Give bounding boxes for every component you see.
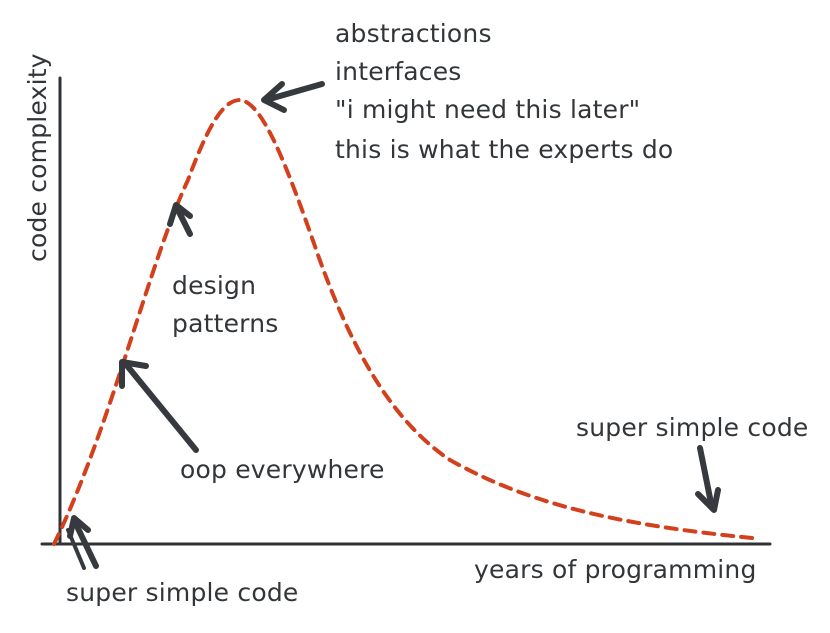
oop-annotation: oop everywhere	[180, 455, 385, 484]
peak-annotation-line-3: "i might need this later"	[335, 95, 640, 124]
oop-arrow-icon	[119, 359, 199, 453]
end-annotation: super simple code	[576, 413, 809, 442]
design-patterns-line-1: design	[172, 271, 256, 300]
design-patterns-arrow-icon	[167, 202, 193, 237]
peak-annotation-line-1: abstractions	[335, 19, 492, 48]
design-patterns-line-2: patterns	[172, 309, 278, 338]
peak-arrow-icon	[261, 81, 325, 113]
end-arrow-icon	[695, 445, 721, 513]
x-axis-label: years of programming	[474, 555, 757, 584]
start-annotation: super simple code	[66, 578, 299, 607]
complexity-curve	[52, 97, 754, 546]
peak-annotation-line-2: interfaces	[335, 57, 462, 86]
peak-annotation-line-4: this is what the experts do	[335, 135, 673, 164]
start-arrow-icon	[66, 515, 99, 570]
y-axis-label: code complexity	[23, 53, 52, 262]
